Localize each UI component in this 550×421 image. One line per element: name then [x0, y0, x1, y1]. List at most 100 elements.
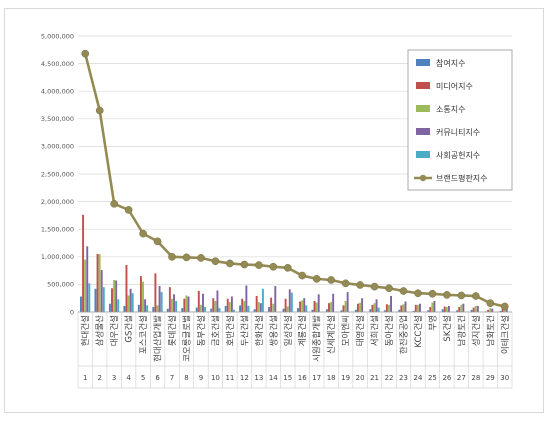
bar-1-4	[123, 305, 126, 312]
bar-2-11	[226, 298, 229, 312]
bar-2-16	[299, 301, 302, 312]
legend-label: 사회공헌지수	[436, 151, 480, 160]
bar-5-12	[247, 305, 250, 312]
bar-5-5	[146, 305, 149, 312]
bar-4-15	[288, 289, 291, 312]
rank-number: 26	[442, 374, 451, 382]
bar-2-2	[96, 254, 99, 312]
legend-label: 미디어지수	[436, 81, 473, 91]
bar-1-30	[499, 310, 502, 312]
line-marker-5	[139, 229, 147, 238]
x-category-label: 성지건설	[471, 315, 482, 346]
x-category-label: 동아건설	[384, 315, 395, 346]
bar-3-3	[113, 279, 116, 312]
bar-3-17	[315, 302, 318, 312]
line-marker-16	[298, 271, 307, 280]
bar-3-19	[344, 300, 347, 312]
x-category-label: 일성건설	[283, 315, 294, 346]
rank-number: 7	[170, 374, 174, 382]
legend-swatch	[416, 128, 430, 135]
bar-1-10	[210, 308, 213, 312]
bar-1-1	[80, 296, 82, 312]
line-marker-27	[457, 291, 466, 300]
rank-number: 15	[283, 374, 292, 382]
rank-number: 22	[385, 374, 394, 382]
line-marker-18	[327, 276, 336, 284]
bar-3-10	[214, 300, 217, 312]
rank-number: 16	[298, 374, 307, 382]
bar-3-14	[272, 303, 275, 312]
legend-swatch	[416, 105, 430, 112]
line-marker-12	[240, 260, 249, 269]
x-category-label: 남광토건	[456, 315, 467, 346]
legend-swatch	[416, 151, 430, 158]
bar-4-27	[462, 303, 465, 312]
bar-4-25	[433, 300, 436, 312]
x-category-label: KCC건설	[413, 315, 424, 348]
bar-4-26	[447, 305, 450, 312]
rank-number: 19	[341, 374, 350, 382]
bar-2-29	[487, 309, 490, 312]
x-category-label: 시원종합개발	[312, 315, 323, 362]
bar-4-20	[361, 298, 364, 312]
line-marker-20	[356, 281, 364, 289]
bar-4-18	[332, 293, 335, 312]
bar-4-3	[115, 280, 118, 312]
x-category-label: 한진중공업	[399, 315, 410, 354]
rank-number: 3	[112, 374, 116, 382]
bar-3-23	[402, 304, 405, 312]
bar-2-26	[443, 306, 446, 312]
line-marker-24	[414, 289, 422, 298]
line-marker-4	[124, 206, 133, 214]
bar-2-24	[414, 304, 417, 312]
rank-number: 2	[97, 374, 101, 382]
line-marker-3	[110, 199, 119, 208]
bar-5-11	[233, 309, 235, 312]
bar-3-6	[156, 305, 159, 312]
rank-number: 21	[370, 374, 379, 382]
y-axis-ticks: 0 500,000 1,000,000 1,500,000 2,000,000 2,500…	[41, 32, 74, 316]
rank-number: 18	[327, 374, 336, 382]
legend-label: 소통지수	[436, 105, 465, 114]
bar-1-13	[253, 309, 256, 312]
bar-2-1	[82, 214, 85, 312]
bar-2-25	[429, 307, 432, 312]
bar-3-26	[445, 307, 448, 312]
line-marker-9	[197, 254, 205, 262]
bar-2-8	[183, 298, 186, 312]
y-tick-label: 2,000,000	[41, 198, 74, 206]
bar-4-4	[129, 288, 132, 312]
line-marker-7	[168, 252, 176, 261]
line-marker-14	[269, 262, 278, 271]
y-tick-label: 3,000,000	[41, 143, 74, 151]
bar-3-16	[301, 300, 304, 312]
line-marker-30	[500, 302, 509, 311]
bar-4-10	[216, 290, 219, 312]
x-category-label: 두산건설	[239, 315, 250, 346]
bar-4-28	[476, 305, 479, 312]
bar-1-16	[297, 308, 299, 312]
bar-5-1	[88, 283, 91, 312]
bar-3-8	[185, 295, 188, 312]
x-category-label: 태영건설	[355, 315, 366, 346]
bar-5-3	[117, 299, 120, 312]
bar-4-24	[419, 303, 421, 312]
x-category-label: GS건설	[124, 315, 135, 343]
bar-3-25	[431, 302, 434, 312]
line-marker-26	[443, 291, 451, 299]
bar-4-19	[346, 292, 349, 312]
line-marker-8	[182, 253, 191, 262]
bar-2-27	[458, 307, 461, 312]
rank-number: 1	[83, 374, 87, 382]
legend-label: 브랜드평판지수	[436, 173, 488, 183]
line-marker-25	[428, 289, 437, 298]
bar-2-17	[313, 300, 316, 312]
bar-4-16	[303, 298, 306, 312]
bar-4-7	[173, 294, 175, 312]
x-category-label: 코오롱글로벌	[182, 315, 193, 362]
rank-number: 8	[184, 374, 188, 382]
bar-4-8	[187, 296, 190, 312]
bar-1-6	[152, 307, 155, 312]
line-marker-21	[370, 282, 379, 291]
